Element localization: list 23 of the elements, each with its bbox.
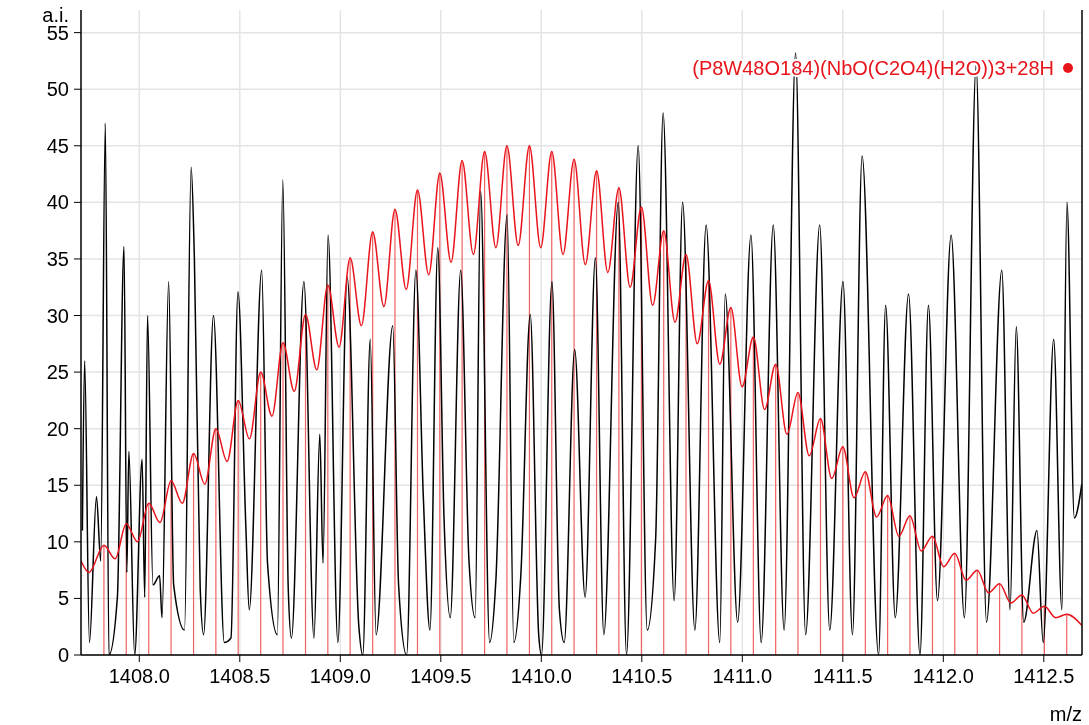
- x-tick-label: 1408.5: [209, 665, 271, 687]
- x-tick-label: 1409.0: [309, 665, 371, 687]
- y-tick-label: 25: [46, 361, 69, 384]
- line-series: [81, 145, 1082, 627]
- x-tick-label: 1408.0: [108, 665, 170, 687]
- y-tick-label: 15: [46, 474, 69, 497]
- y-tick-label: 0: [57, 644, 69, 666]
- x-tick-label: 1410.0: [510, 665, 572, 687]
- y-tick-label: 30: [46, 304, 69, 327]
- x-tick-label: 1412.5: [1013, 665, 1075, 687]
- y-tick-label: 50: [46, 78, 69, 101]
- x-tick-label: 1411.5: [812, 665, 873, 687]
- y-tick-label: 20: [46, 417, 69, 440]
- x-axis-title: m/z: [1049, 703, 1082, 725]
- x-tick-label: 1410.5: [611, 665, 673, 687]
- x-tick-label: 1411.0: [712, 665, 773, 687]
- y-tick-label: 10: [46, 530, 69, 553]
- y-tick-label: 35: [46, 247, 69, 270]
- y-tick-label: 5: [57, 587, 69, 610]
- y-tick-label: 40: [46, 191, 69, 214]
- x-tick-label: 1409.5: [410, 665, 472, 687]
- y-tick-label: 45: [46, 134, 69, 157]
- x-tick-label: 1412.0: [912, 665, 974, 687]
